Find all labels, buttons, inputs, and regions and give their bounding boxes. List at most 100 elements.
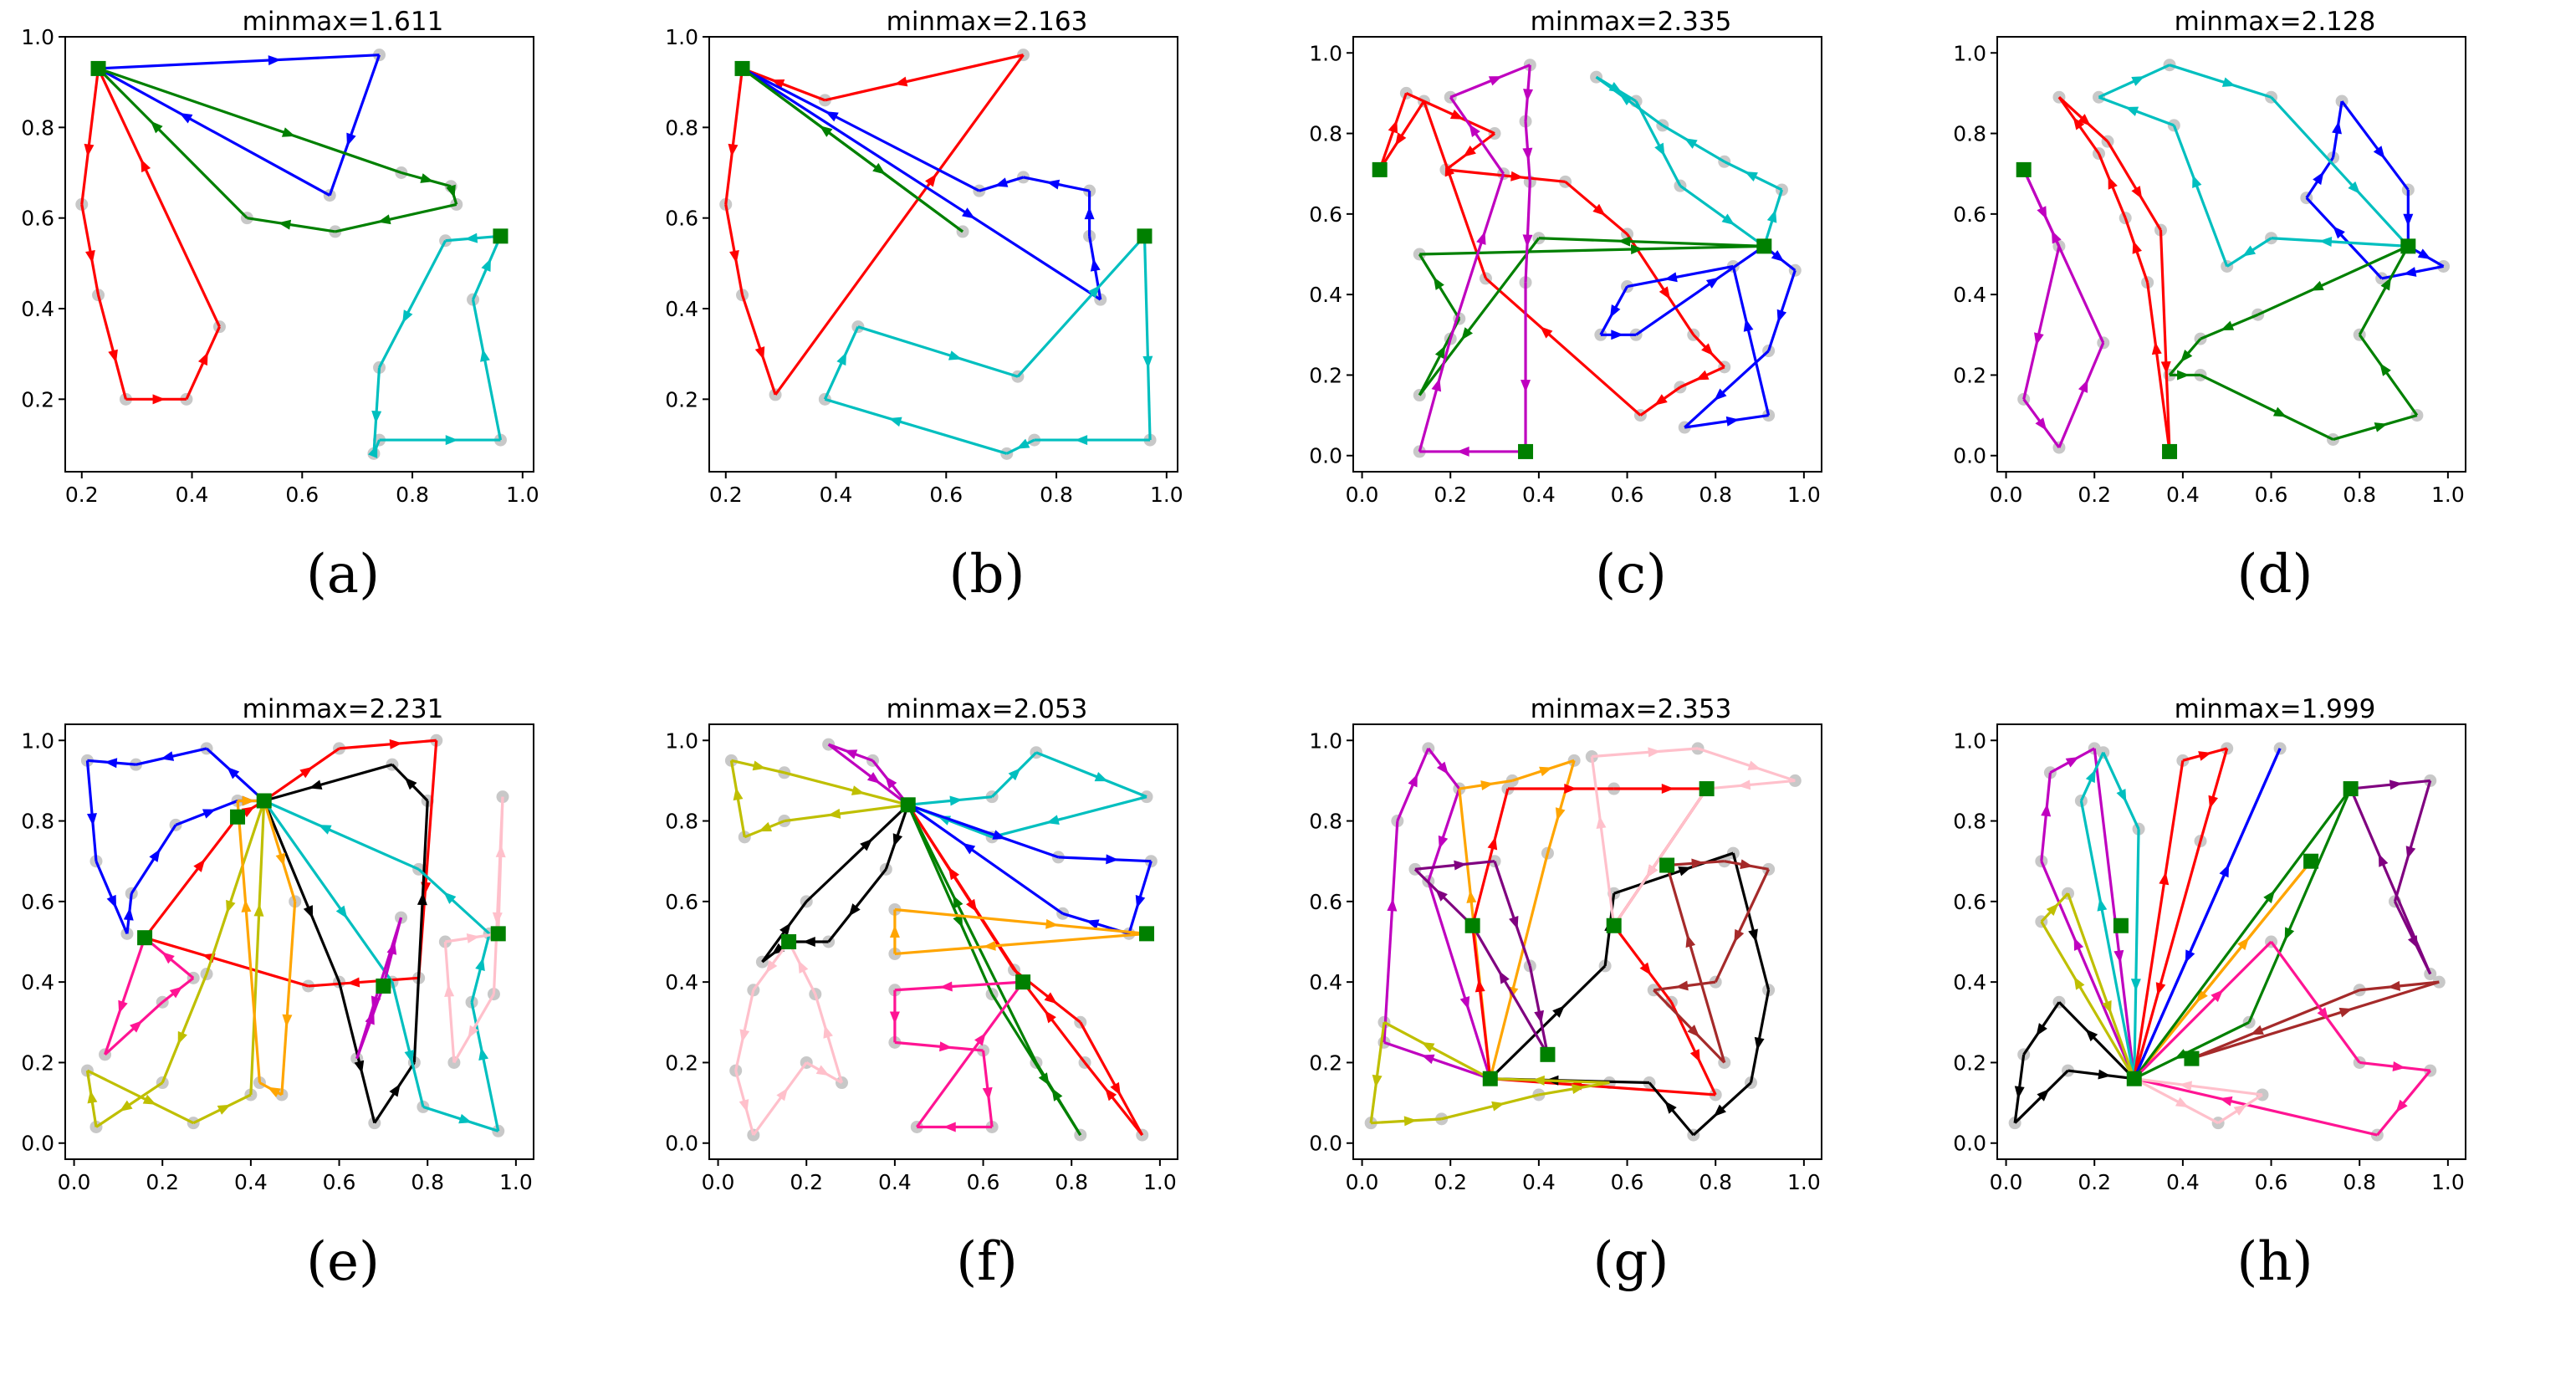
y-tick-label: 0.4 [665,970,698,994]
route-segment-route-1 [2159,230,2171,452]
route-arrow-route-10 [974,1032,986,1046]
route-segment-route-3 [2200,374,2334,441]
route-arrow-route-3 [1618,236,1631,247]
x-tick-label: 0.4 [2166,483,2200,507]
route-arrow-route-2 [241,806,255,818]
y-tick-label: 0.0 [665,1132,698,1156]
y-tick-label: 0.2 [1309,1050,1342,1075]
route-segment-route-8 [1697,747,1796,782]
route-arrow-route-1 [729,250,739,263]
route-arrow-route-9 [823,1025,833,1039]
route-arrow-route-2 [193,859,206,872]
route-arrow-route-1 [1695,370,1710,381]
route-arrow-route-9 [739,1099,749,1113]
route-segment-route-6 [280,901,297,1096]
route-segment-route-3 [2358,245,2410,336]
route-segment-route-8 [2393,780,2432,902]
route-segment-route-9 [2134,1077,2378,1137]
route-arrow-route-5 [1372,1074,1383,1088]
route-arrow-route-1 [2108,176,2118,190]
route-plot: 0.2 0.4 0.6 0.8 1.0 0.2 0.4 0.6 0.8 1.0 [21,25,539,507]
route-segment-route-4 [857,325,1019,378]
route-arrow-route-8 [1747,760,1761,770]
route-segment-route-3 [741,67,964,233]
route-arrow-route-4 [2242,245,2257,257]
x-tick-label: 0.0 [1990,483,2023,507]
route-plot: 0.2 0.4 0.6 0.8 1.0 0.2 0.4 0.6 0.8 1.0 [665,25,1183,507]
routes [2008,742,2446,1142]
node-point [492,1124,505,1137]
route-arrow-route-2 [2130,979,2141,992]
y-tick-label: 1.0 [665,728,698,753]
route-segment-route-3 [263,800,341,983]
route-segment-route-9 [2133,940,2272,1080]
route-segment-route-1 [741,294,777,396]
route-arrow-route-9 [2211,989,2224,1003]
route-arrow-route-9 [2392,1061,2406,1071]
route-arrow-route-8 [2405,846,2416,860]
route-arrow-route-5 [217,1104,231,1115]
route-arrow-route-5 [1456,446,1469,457]
x-tick-label: 0.8 [2343,483,2376,507]
route-arrow-route-5 [889,925,900,938]
route-segment-route-1 [96,294,128,400]
route-arrow-route-5 [1045,918,1059,929]
route-arrow-route-3 [2198,751,2212,761]
y-tick-label: 0.8 [1309,122,1342,146]
route-arrow-route-2 [992,830,1006,840]
route-segment-route-11 [2067,892,2136,1080]
route-arrow-route-5 [2035,417,2047,431]
route-arrow-route-1 [1387,898,1398,912]
panel-title: minmax=2.335 [1530,7,1732,37]
y-tick-label: 0.0 [1953,1132,1986,1156]
route-arrow-route-7 [2250,1025,2264,1035]
y-tick-label: 0.2 [1953,1050,1986,1075]
route-segment-route-3 [2333,414,2418,442]
route-segment-route-6 [1528,965,1550,1056]
route-segment-route-1 [80,204,100,296]
route-arrow-route-7 [1685,934,1696,948]
route-arrow-route-9 [2395,1099,2408,1113]
route-arrow-route-2 [1609,304,1621,319]
route-plot: 0.0 0.2 0.4 0.6 0.8 1.0 0.0 0.2 0.4 0.6 0.8 1.0 [1953,723,2466,1194]
route-arrow-route-4 [888,417,902,427]
route-arrow-route-3 [1487,836,1498,851]
route-segment-route-8 [1706,779,1796,790]
route-arrow-route-6 [241,899,252,912]
route-arrow-route-1 [1463,145,1476,157]
route-segment-route-4 [263,800,394,984]
route-segment-route-2 [143,815,239,939]
y-tick-label: 0.4 [21,970,54,994]
y-tick-label: 0.0 [1309,444,1342,468]
route-segment-route-3 [1021,981,1086,1064]
route-arrow-route-1 [149,849,161,862]
axes-frame [708,723,1178,1160]
route-segment-route-2 [1767,269,1797,352]
route-segment-route-3 [1419,244,1765,256]
panel-d: minmax=2.128 0.0 0.2 0.4 0.6 0.8 1.0 0.0 0.2 0.4… [1932,0,2576,688]
panel-g: minmax=2.353 0.0 0.2 0.4 0.6 0.8 1.0 0.0 0.2 0.4… [1288,688,1932,1375]
route-arrow-route-5 [1531,1075,1545,1086]
route-segment-route-3 [412,800,429,1063]
y-tick-label: 0.6 [1953,202,1986,227]
x-tick-label: 1.0 [1143,1170,1177,1194]
route-arrow-route-3 [2379,363,2391,376]
route-arrow-route-10 [2036,1023,2047,1036]
route-segment-route-4 [1489,964,1607,1080]
route-arrow-route-5 [1522,234,1533,248]
route-segment-route-5 [1490,1077,1610,1085]
route-arrow-route-2 [994,177,1009,187]
route-segment-route-3 [1471,925,1492,1079]
route-arrow-route-5 [2078,379,2088,393]
route-arrow-route-1 [2113,949,2124,964]
route-arrow-route-1 [1045,815,1060,825]
route-arrow-route-12 [2233,1104,2247,1116]
route-arrow-route-7 [848,903,861,917]
route-segment-route-7 [2190,980,2440,1061]
route-arrow-route-1 [152,394,166,405]
route-segment-route-3 [2257,244,2409,316]
route-segment-route-6 [2134,1020,2250,1081]
panel-title: minmax=1.999 [2174,694,2376,724]
route-segment-route-2 [907,803,1064,915]
